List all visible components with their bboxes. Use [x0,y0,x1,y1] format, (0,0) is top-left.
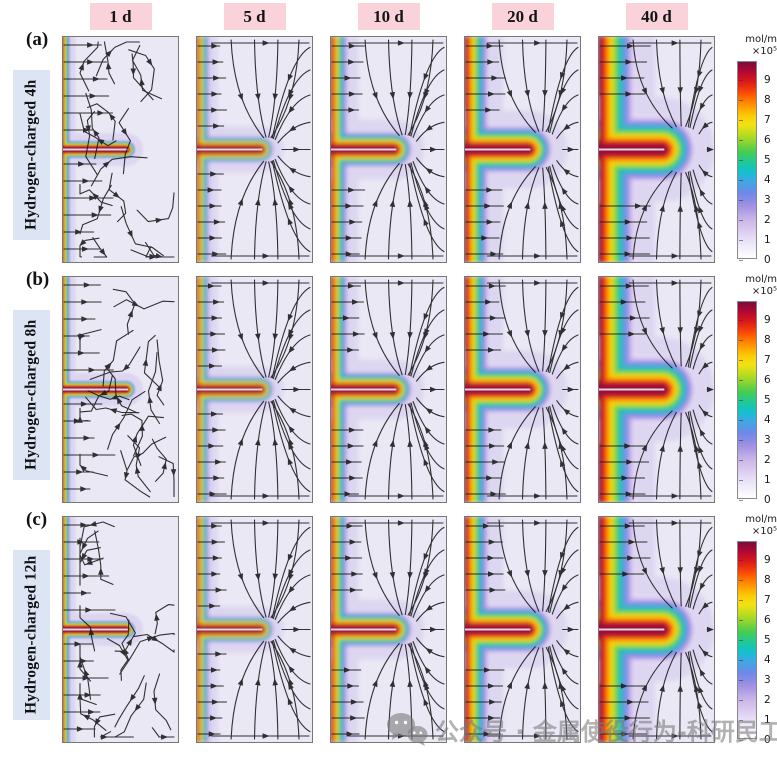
colorbar-tick-mark [739,240,743,241]
colorbar-tick-mark [739,700,743,701]
colorbar-tick-mark [739,320,743,321]
colorbar-tick-mark [739,140,743,141]
panel-b-20d [464,276,581,503]
colorbar-tick-mark [739,560,743,561]
colorbar-tick-mark [739,420,743,421]
column-header-40d: 40 d [625,3,688,30]
colorbar-unit-label: mol/m ×10⁵ [745,34,777,57]
panel-letter-c: (c) [26,509,48,530]
colorbar-tick-mark [739,660,743,661]
colorbar-tick-label: 8 [764,334,771,346]
colorbar-tick-mark [739,260,743,261]
colorbar-tick-mark [739,380,743,381]
colorbar-tick-label: 2 [764,214,771,226]
colorbar-tick-label: 0 [764,494,771,506]
colorbar-tick-mark [739,580,743,581]
column-header-20d: 20 d [491,3,554,30]
row-label-b: Hydrogen-charged 8h [13,310,50,480]
colorbar-tick-mark [739,80,743,81]
panel-letter-a: (a) [26,29,49,50]
row-label-a: Hydrogen-charged 4h [13,70,50,240]
colorbar-tick-label: 6 [764,134,771,146]
column-header-5d: 5 d [223,3,286,30]
colorbar-tick-label: 5 [764,394,771,406]
colorbar-tick-mark [739,740,743,741]
colorbar-tick-mark [739,500,743,501]
colorbar-unit-label: mol/m ×10⁵ [745,274,777,297]
panel-a-40d [598,36,715,263]
colorbar-tick-mark [739,620,743,621]
colorbar-tick-label: 4 [764,654,771,666]
panel-b-1d [62,276,179,503]
colorbar-tick-mark [739,340,743,341]
panel-b-5d [196,276,313,503]
colorbar-tick-label: 5 [764,154,771,166]
colorbar-tick-mark [739,680,743,681]
colorbar-gradient: 9 8 7 6 5 4 3 2 1 0 [737,301,771,506]
colorbar-gradient: 9 8 7 6 5 4 3 2 1 0 [737,61,771,266]
colorbar-tick-mark [739,200,743,201]
colorbar-tick-mark [739,360,743,361]
colorbar-tick-mark [739,160,743,161]
colorbar-tick-mark [739,600,743,601]
colorbar-tick-label: 8 [764,94,771,106]
colorbar-tick-label: 1 [764,234,771,246]
colorbar-tick-label: 6 [764,614,771,626]
colorbar-tick-label: 2 [764,694,771,706]
panel-c-20d [464,516,581,743]
colorbar-tick-mark [739,220,743,221]
colorbar-tick-label: 7 [764,114,771,126]
colorbar-tick-label: 0 [764,254,771,266]
panel-a-20d [464,36,581,263]
panel-b-10d [330,276,447,503]
colorbar-tick-label: 1 [764,474,771,486]
colorbar-tick-mark [739,720,743,721]
row-label-c: Hydrogen-charged 12h [13,550,50,720]
colorbar-unit-label: mol/m ×10⁵ [745,514,777,537]
panel-c-1d [62,516,179,743]
colorbar-tick-mark [739,440,743,441]
column-header-10d: 10 d [357,3,420,30]
colorbar-tick-label: 9 [764,74,771,86]
panel-c-5d [196,516,313,743]
panel-c-10d [330,516,447,743]
colorbar-tick-label: 8 [764,574,771,586]
colorbar-tick-mark [739,180,743,181]
panel-letter-b: (b) [26,269,50,290]
colorbar-tick-label: 4 [764,174,771,186]
colorbar-tick-label: 3 [764,194,771,206]
panel-a-5d [196,36,313,263]
colorbar-tick-mark [739,120,743,121]
colorbar-tick-label: 9 [764,554,771,566]
colorbar-a: mol/m ×10⁵ 9 8 7 6 5 4 3 2 1 0 [735,34,777,266]
panel-b-40d [598,276,715,503]
colorbar-tick-label: 3 [764,434,771,446]
colorbar-tick-mark [739,480,743,481]
colorbar-tick-mark [739,400,743,401]
colorbar-tick-label: 7 [764,354,771,366]
colorbar-tick-label: 5 [764,634,771,646]
panel-c-40d [598,516,715,743]
colorbar-b: mol/m ×10⁵ 9 8 7 6 5 4 3 2 1 0 [735,274,777,506]
colorbar-tick-label: 6 [764,374,771,386]
colorbar-tick-mark [739,460,743,461]
colorbar-tick-label: 9 [764,314,771,326]
colorbar-tick-mark [739,640,743,641]
panel-a-10d [330,36,447,263]
colorbar-tick-mark [739,100,743,101]
colorbar-tick-label: 7 [764,594,771,606]
colorbar-tick-label: 1 [764,714,771,726]
column-header-1d: 1 d [89,3,152,30]
colorbar-gradient: 9 8 7 6 5 4 3 2 1 0 [737,541,771,746]
panel-a-1d [62,36,179,263]
colorbar-tick-label: 3 [764,674,771,686]
colorbar-tick-label: 4 [764,414,771,426]
colorbar-tick-label: 2 [764,454,771,466]
colorbar-tick-label: 0 [764,734,771,746]
colorbar-c: mol/m ×10⁵ 9 8 7 6 5 4 3 2 1 0 [735,514,777,746]
